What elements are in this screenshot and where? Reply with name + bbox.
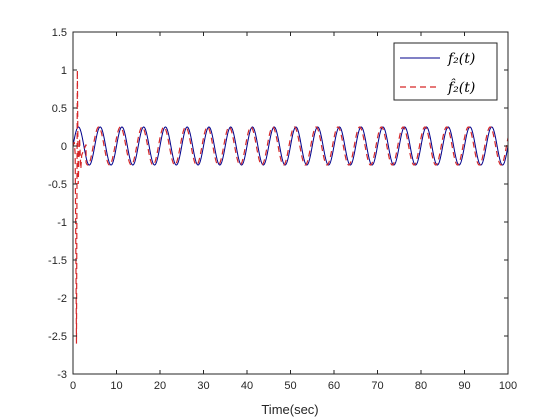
y-tick-label: -2 <box>57 293 67 305</box>
y-tick-label: 0 <box>61 141 67 153</box>
x-tick-label: 100 <box>499 380 517 392</box>
legend-label-f2: f₂(t) <box>447 51 475 67</box>
x-tick-label: 20 <box>154 380 166 392</box>
series-line-f2 <box>73 126 508 166</box>
series-layer <box>73 69 508 344</box>
y-tick-label: -1.5 <box>48 255 67 267</box>
x-tick-label: 60 <box>328 380 340 392</box>
y-tick-label: -2.5 <box>48 331 67 343</box>
x-tick-label: 70 <box>371 380 383 392</box>
x-tick-label: 10 <box>110 380 122 392</box>
x-tick-label: 80 <box>415 380 427 392</box>
x-tick-label: 30 <box>197 380 209 392</box>
x-tick-label: 50 <box>284 380 296 392</box>
y-tick-label: 1 <box>61 65 67 77</box>
y-tick-label: -1 <box>57 217 67 229</box>
y-tick-label: -3 <box>57 369 67 381</box>
legend-box <box>393 42 498 101</box>
legend: f₂(t) f̂₂(t) <box>393 42 498 101</box>
y-tick-label: 1.5 <box>52 27 67 39</box>
x-tick-label: 0 <box>70 380 76 392</box>
x-axis-label: Time(sec) <box>261 402 318 417</box>
x-tick-label: 90 <box>458 380 470 392</box>
series-line-f2-hat <box>73 69 508 344</box>
axes-layer: 0 10 20 30 40 50 60 70 80 90 100-3-2.5-2-1.5-1-0.5… <box>48 27 517 392</box>
y-tick-label: -0.5 <box>48 179 67 191</box>
x-tick-label: 40 <box>241 380 253 392</box>
y-tick-label: 0.5 <box>52 103 67 115</box>
legend-label-f2-hat: f̂₂(t) <box>447 78 475 96</box>
